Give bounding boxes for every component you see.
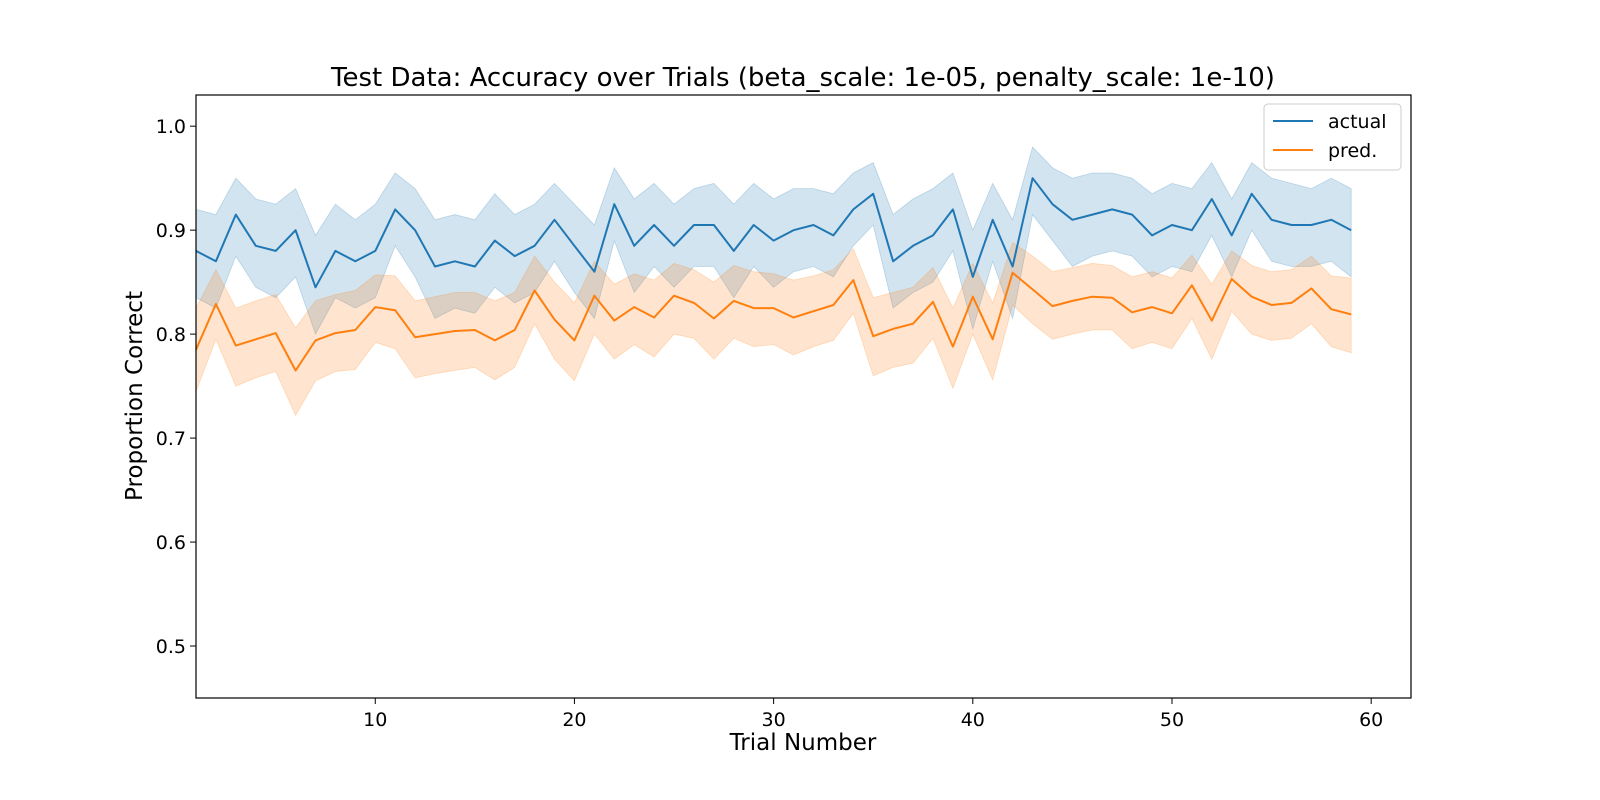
x-tick-label: 50 [1160, 709, 1184, 731]
x-tick-label: 10 [363, 709, 387, 731]
y-axis-ticks: 0.5 0.6 0.7 0.8 0.9 1.0 [156, 116, 196, 658]
x-tick-label: 30 [762, 709, 786, 731]
plot-area-frame [195, 94, 1412, 699]
chart-title: Test Data: Accuracy over Trials (beta_sc… [330, 63, 1275, 93]
series-lines [195, 177, 1352, 372]
y-tick-label: 0.6 [156, 532, 186, 554]
y-tick-label: 0.9 [156, 220, 186, 242]
legend-label-actual: actual [1328, 111, 1387, 133]
confidence-bands [195, 146, 1352, 417]
y-tick-label: 0.5 [156, 636, 186, 658]
legend-label-pred: pred. [1328, 140, 1377, 162]
y-tick-label: 0.7 [156, 428, 186, 450]
x-axis-label: Trial Number [729, 730, 877, 756]
x-tick-label: 20 [562, 709, 586, 731]
y-axis-label: Proportion Correct [122, 291, 148, 501]
x-tick-label: 60 [1359, 709, 1383, 731]
band-pred [195, 241, 1352, 417]
x-axis-ticks: 10 20 30 40 50 60 [363, 698, 1383, 731]
y-tick-label: 0.8 [156, 324, 186, 346]
legend: actual pred. [1263, 103, 1402, 171]
x-tick-label: 40 [961, 709, 985, 731]
y-tick-label: 1.0 [156, 116, 186, 138]
line-pred [195, 271, 1352, 372]
line-actual [195, 177, 1352, 289]
